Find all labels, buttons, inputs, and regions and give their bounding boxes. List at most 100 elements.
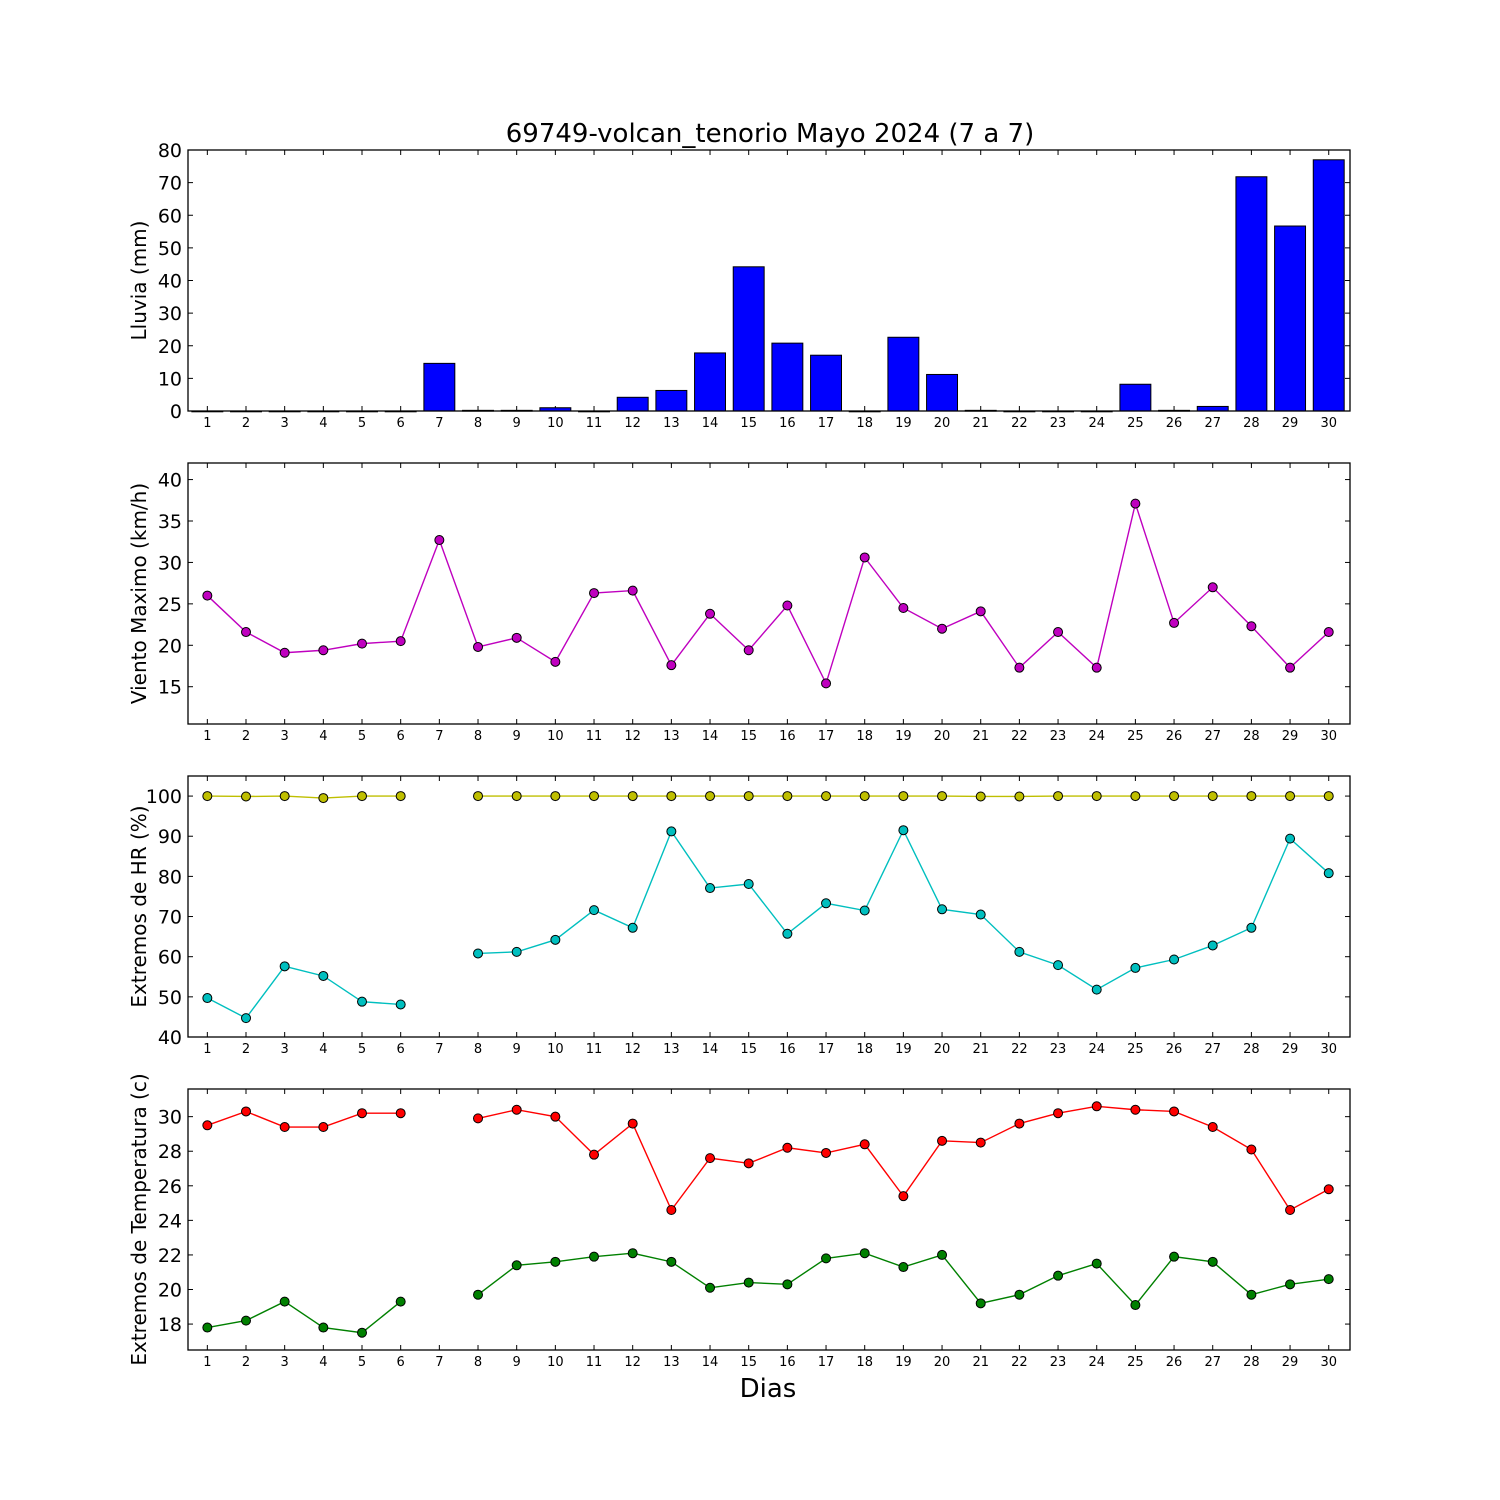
data-point <box>1323 627 1334 638</box>
series-line <box>207 795 401 799</box>
data-point <box>937 1249 948 1260</box>
x-tick-label: 28 <box>1243 1042 1260 1057</box>
data-point <box>589 1251 600 1262</box>
data-point <box>705 883 716 894</box>
y-tick-label: 20 <box>158 635 182 657</box>
y-tick-label: 40 <box>158 1027 182 1049</box>
x-tick-label: 15 <box>740 1355 757 1370</box>
x-tick-label: 24 <box>1088 729 1105 744</box>
x-tick-label: 6 <box>397 1355 405 1370</box>
data-point <box>898 603 909 613</box>
x-tick-label: 12 <box>624 1355 641 1370</box>
data-point <box>511 1104 522 1115</box>
x-tick-label: 16 <box>779 1042 796 1057</box>
bar <box>771 342 804 412</box>
y-axis-label: Extremos de HR (%) <box>127 805 151 1007</box>
data-point <box>589 905 600 916</box>
data-point <box>589 791 600 802</box>
data-point <box>782 1279 793 1290</box>
x-tick-label: 18 <box>856 729 873 744</box>
data-point <box>318 1322 329 1333</box>
x-tick-label: 13 <box>663 416 680 431</box>
data-point <box>1169 1106 1180 1117</box>
data-point <box>511 946 522 957</box>
chart-title: 69749-volcan_tenorio Mayo 2024 (7 a 7) <box>506 119 1034 149</box>
data-point <box>1323 868 1334 879</box>
data-point <box>705 791 716 802</box>
bar <box>810 354 843 412</box>
x-tick-label: 27 <box>1204 1042 1221 1057</box>
data-point <box>1169 1251 1180 1262</box>
data-point <box>357 1327 368 1338</box>
x-tick-label: 4 <box>319 416 327 431</box>
data-point <box>937 791 948 802</box>
y-tick-label: 50 <box>158 987 182 1009</box>
x-tick-label: 11 <box>586 1355 603 1370</box>
data-point <box>357 1108 368 1119</box>
data-point <box>1014 946 1025 957</box>
data-point <box>1053 1108 1064 1119</box>
data-point <box>898 1262 909 1273</box>
data-point <box>241 1013 252 1024</box>
x-tick-label: 10 <box>547 1355 564 1370</box>
data-point <box>589 1149 600 1160</box>
x-tick-label: 1 <box>203 1355 211 1370</box>
bar <box>616 396 649 412</box>
data-point <box>782 791 793 802</box>
x-tick-label: 16 <box>779 729 796 744</box>
x-tick-label: 23 <box>1050 1042 1067 1057</box>
x-tick-label: 19 <box>895 1355 912 1370</box>
x-tick-label: 15 <box>740 729 757 744</box>
x-tick-label: 17 <box>818 1355 835 1370</box>
x-tick-label: 23 <box>1050 416 1067 431</box>
data-point <box>975 1298 986 1309</box>
data-point <box>473 1113 484 1124</box>
series-line <box>206 501 1330 686</box>
x-tick-label: 27 <box>1204 729 1221 744</box>
x-tick-label: 17 <box>818 416 835 431</box>
data-point <box>1130 498 1141 509</box>
y-tick-label: 18 <box>158 1314 182 1336</box>
x-tick-label: 23 <box>1050 729 1067 744</box>
x-tick-label: 18 <box>856 1355 873 1370</box>
x-tick-label: 30 <box>1320 729 1337 744</box>
data-point <box>279 1122 290 1133</box>
y-tick-label: 80 <box>158 140 182 162</box>
y-tick-label: 35 <box>158 511 182 533</box>
data-point <box>937 904 948 915</box>
data-point <box>1130 1300 1141 1311</box>
data-point <box>821 1253 832 1264</box>
x-tick-label: 7 <box>435 1042 443 1057</box>
data-point <box>473 1289 484 1300</box>
y-tick-label: 22 <box>158 1245 182 1267</box>
x-tick-label: 3 <box>281 1355 289 1370</box>
x-tick-label: 26 <box>1166 1355 1183 1370</box>
data-point <box>705 1282 716 1293</box>
series-line <box>207 965 401 1020</box>
data-point <box>1285 662 1296 673</box>
x-tick-label: 29 <box>1282 1355 1299 1370</box>
x-tick-label: 26 <box>1166 729 1183 744</box>
data-point <box>666 1256 677 1267</box>
x-tick-label: 24 <box>1088 1042 1105 1057</box>
data-point <box>589 588 600 599</box>
data-point <box>511 791 522 802</box>
data-point <box>821 791 832 802</box>
data-point <box>821 1147 832 1158</box>
data-point <box>1207 582 1218 593</box>
data-point <box>550 656 561 667</box>
data-point <box>1246 1289 1257 1300</box>
data-point <box>241 1106 252 1117</box>
plot-frame <box>187 775 1351 1038</box>
data-point <box>627 1118 638 1129</box>
x-tick-label: 21 <box>972 1042 989 1057</box>
x-tick-label: 13 <box>663 729 680 744</box>
data-point <box>1053 1270 1064 1281</box>
data-point <box>859 552 870 563</box>
x-tick-label: 28 <box>1243 1355 1260 1370</box>
y-tick-label: 50 <box>158 238 182 260</box>
data-point <box>1207 1122 1218 1133</box>
y-axis-label: Viento Maximo (km/h) <box>127 483 151 704</box>
